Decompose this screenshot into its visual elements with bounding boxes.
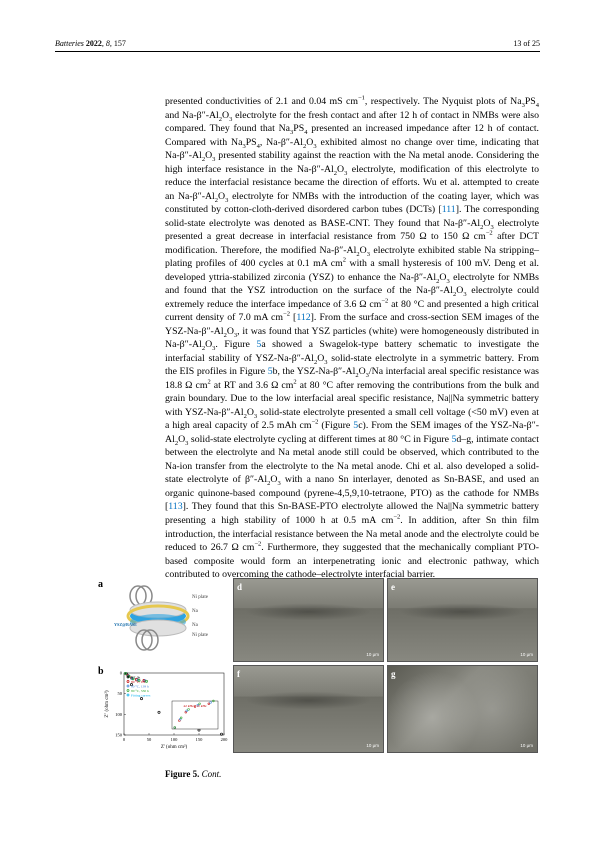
svg-text:Ni plate: Ni plate: [192, 595, 209, 600]
svg-text:Na: Na: [192, 609, 199, 614]
svg-text:200: 200: [221, 737, 229, 742]
svg-text:YSZ@BASE: YSZ@BASE: [114, 622, 137, 627]
svg-text:Z'' (ohm cm²): Z'' (ohm cm²): [104, 690, 110, 718]
svg-text:150: 150: [196, 737, 204, 742]
caption-rest: Cont.: [199, 769, 221, 779]
caption-label: Figure 5.: [165, 769, 199, 779]
panel-label-b: b: [98, 665, 104, 679]
figure-caption: Figure 5. Cont.: [165, 768, 539, 780]
svg-text:100: 100: [171, 737, 179, 742]
figure-panel-f: f 10 μm: [233, 665, 384, 753]
svg-text:150: 150: [115, 733, 123, 738]
header-year: 2022: [86, 39, 102, 48]
svg-text:50: 50: [118, 691, 123, 696]
header-article: 157: [114, 39, 126, 48]
panel-label-a: a: [98, 578, 103, 592]
header-left: Batteries 2022, 8, 157: [55, 38, 126, 49]
panel-label-g: g: [391, 668, 396, 680]
figure-panel-g: g 10 μm: [387, 665, 538, 753]
svg-text:Ni plate: Ni plate: [192, 633, 209, 638]
svg-text:0: 0: [123, 737, 126, 742]
svg-text:0: 0: [120, 671, 123, 676]
scalebar: 10 μm: [366, 743, 379, 749]
header-page: 13 of 25: [513, 38, 540, 49]
panel-label-f: f: [237, 668, 240, 680]
panel-label-d: d: [237, 581, 242, 593]
journal-name: Batteries: [55, 39, 84, 48]
svg-text:50: 50: [147, 737, 152, 742]
svg-text:Z' (ohm cm²): Z' (ohm cm²): [161, 744, 188, 750]
figure-panel-a: a Ni plate Na YSZ@BASE Na Ni plate: [100, 578, 230, 660]
svg-text:100: 100: [115, 712, 123, 717]
figure-5: a Ni plate Na YSZ@BASE Na Ni plate d: [100, 578, 538, 753]
svg-text:Na: Na: [192, 623, 199, 628]
scalebar: 10 μm: [520, 652, 533, 658]
body-paragraph: presented conductivities of 2.1 and 0.04…: [165, 95, 539, 582]
scalebar: 10 μm: [520, 743, 533, 749]
panel-label-e: e: [391, 581, 395, 593]
scalebar: 10 μm: [366, 652, 379, 658]
page-header: Batteries 2022, 8, 157 13 of 25: [55, 38, 540, 52]
figure-panel-d: d 10 μm: [233, 578, 384, 662]
svg-text:42 kHz / 12 kHz: 42 kHz / 12 kHz: [183, 704, 207, 708]
figure-panel-e: e 10 μm: [387, 578, 538, 662]
figure-panel-b: b 0 50 100 150 200 150 100 50 0 Z' (ohm cm²) Z'' (…: [100, 665, 230, 751]
svg-text:Fitting curves: Fitting curves: [131, 694, 151, 698]
header-volume: 8: [106, 39, 110, 48]
